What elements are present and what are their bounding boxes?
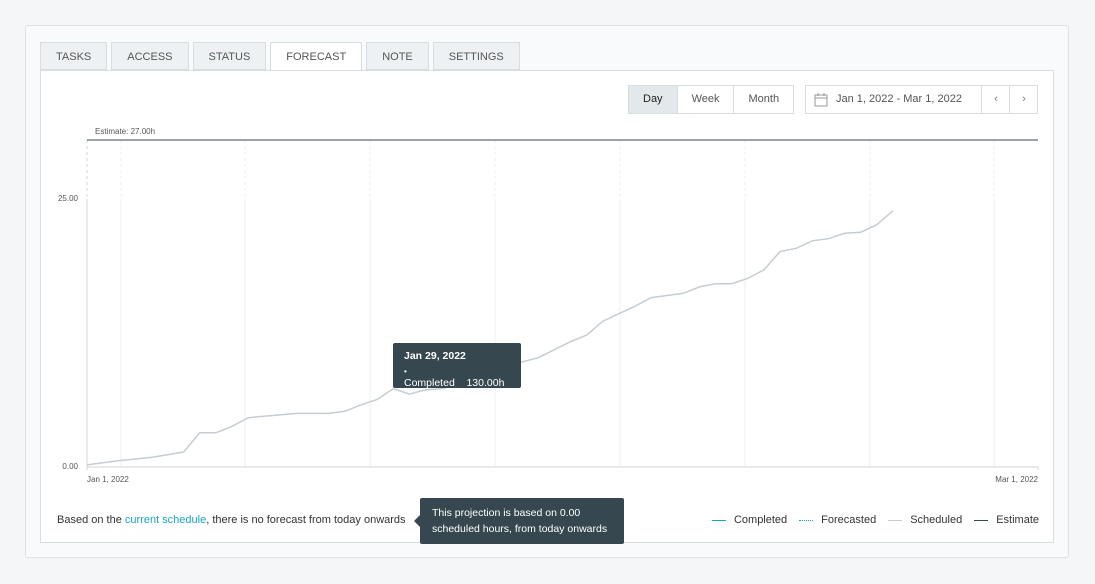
tab-bar: TASKS ACCESS STATUS FORECAST NOTE SETTINGS xyxy=(40,42,524,71)
prev-button[interactable]: ‹ xyxy=(981,86,1010,113)
x-tick-label: Jan 1, 2022 xyxy=(87,475,129,484)
calendar-icon xyxy=(814,93,828,107)
legend-label: Scheduled xyxy=(910,514,963,526)
x-tick-label: Mar 1, 2022 xyxy=(995,475,1038,484)
range-button[interactable]: Week xyxy=(678,86,735,113)
date-range: Jan 1, 2022 - Mar 1, 2022 xyxy=(836,93,962,105)
footer-before: Based on the xyxy=(57,514,125,526)
range-button[interactable]: Day xyxy=(629,86,678,113)
tooltip: Jan 29, 2022 • Completed 130.00h xyxy=(393,343,521,389)
legend-swatch xyxy=(888,519,903,521)
tab[interactable]: NOTE xyxy=(366,42,429,70)
date-picker[interactable]: Jan 1, 2022 - Mar 1, 2022 ‹ › xyxy=(805,85,1038,114)
tab[interactable]: SETTINGS xyxy=(432,42,520,70)
tooltip-label: Completed xyxy=(404,377,455,389)
scheduled-line xyxy=(86,210,894,466)
tab[interactable]: TASKS xyxy=(40,42,108,70)
range-selector: Day Week Month xyxy=(628,85,795,114)
estimate-label: Estimate: 27.00h xyxy=(95,127,155,136)
legend-item: Completed xyxy=(711,514,788,526)
legend-item: Estimate xyxy=(974,514,1039,526)
tooltip-date: Jan 29, 2022 xyxy=(404,350,466,362)
legend-item: Scheduled xyxy=(888,514,962,526)
legend-swatch xyxy=(974,519,989,521)
panel xyxy=(40,70,1054,543)
legend: Completed Forecasted Scheduled Estimate xyxy=(700,514,1039,526)
range-button[interactable]: Month xyxy=(748,93,780,105)
schedule-link[interactable]: current schedule xyxy=(124,514,207,526)
tooltip-value: 130.00h xyxy=(466,377,505,389)
y-tick-label: 25.00 xyxy=(58,194,79,203)
legend-swatch xyxy=(711,519,726,521)
y-tick-label: 0.00 xyxy=(62,462,78,471)
legend-swatch xyxy=(799,519,814,521)
legend-label: Estimate xyxy=(996,514,1039,526)
legend-label: Forecasted xyxy=(821,514,877,526)
footer-text: Based on the current schedule, there is … xyxy=(57,514,428,527)
tab[interactable]: ACCESS xyxy=(111,42,189,70)
tab[interactable]: STATUS xyxy=(192,42,267,70)
footer-after: , there is no forecast from today onward… xyxy=(206,514,406,526)
info-tooltip: This projection is based on 0.00 schedul… xyxy=(414,498,624,544)
tooltip-row: • Completed 130.00h xyxy=(404,367,505,389)
legend-item: Forecasted xyxy=(799,514,876,526)
next-button[interactable]: › xyxy=(1009,86,1038,113)
legend-label: Completed xyxy=(733,514,788,526)
